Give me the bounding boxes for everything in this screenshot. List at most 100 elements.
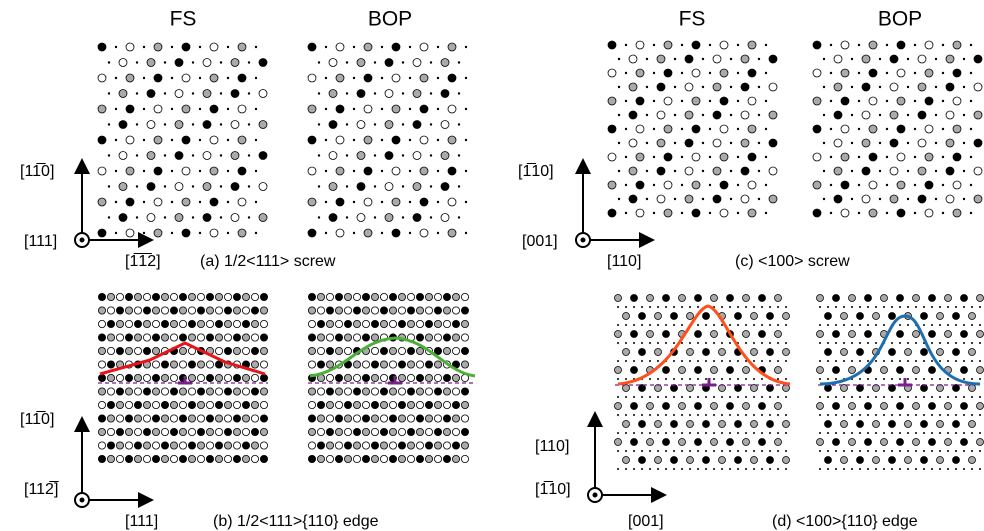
atom	[325, 77, 327, 79]
atom	[374, 216, 376, 218]
atom	[260, 307, 267, 314]
atom	[657, 396, 659, 398]
atom	[115, 46, 117, 48]
atom	[215, 428, 222, 435]
atom	[115, 201, 117, 203]
atom	[420, 198, 428, 206]
atom	[154, 167, 162, 175]
atom	[899, 378, 901, 380]
atom	[886, 212, 888, 214]
atom	[238, 43, 246, 51]
atom	[939, 396, 941, 398]
atom	[869, 41, 877, 49]
atom	[713, 360, 715, 362]
atom	[385, 214, 393, 222]
atom	[171, 170, 173, 172]
atom	[161, 320, 168, 327]
atom	[889, 313, 896, 320]
atom	[409, 46, 411, 48]
atom	[748, 153, 756, 161]
atom	[657, 306, 659, 308]
atom	[825, 313, 832, 320]
atom	[946, 111, 954, 119]
atom	[899, 396, 901, 398]
atom	[326, 401, 333, 408]
atom	[729, 432, 731, 434]
atom	[859, 396, 861, 398]
atom	[653, 156, 655, 158]
atom	[729, 324, 731, 326]
atom	[636, 125, 644, 133]
atom	[721, 306, 723, 308]
atom	[425, 455, 432, 462]
atom	[434, 361, 441, 368]
atom	[161, 293, 168, 300]
atom	[154, 198, 162, 206]
atom	[783, 421, 790, 428]
atom	[381, 139, 383, 141]
atom	[946, 167, 954, 175]
atom	[647, 403, 654, 410]
atom	[862, 167, 870, 175]
atom	[713, 83, 721, 91]
atom	[977, 439, 984, 446]
atom	[325, 108, 327, 110]
atom	[935, 58, 937, 60]
atom	[335, 307, 342, 314]
atom	[709, 44, 711, 46]
atom	[192, 154, 194, 156]
atom	[617, 396, 619, 398]
atom	[197, 293, 204, 300]
atom	[317, 428, 324, 435]
atom	[851, 360, 853, 362]
atom	[126, 198, 134, 206]
atom	[869, 125, 877, 133]
atom	[697, 360, 699, 362]
atom	[875, 432, 877, 434]
atom	[416, 307, 423, 314]
atom	[633, 432, 635, 434]
atom	[971, 414, 973, 416]
atom	[915, 432, 917, 434]
atom	[649, 468, 651, 470]
atom	[197, 334, 204, 341]
atom	[679, 439, 686, 446]
atom	[649, 360, 651, 362]
atom	[161, 442, 168, 449]
atom	[673, 342, 675, 344]
atom	[834, 195, 842, 203]
atom	[939, 468, 941, 470]
atom	[907, 378, 909, 380]
atom	[353, 170, 355, 172]
profiles	[98, 306, 980, 385]
atom	[380, 293, 387, 300]
atom	[649, 342, 651, 344]
figure: FS BOP FS BOP [11̅0] [111] [1̅1̅2] (a) 1…	[0, 0, 984, 531]
atom	[452, 415, 459, 422]
atom	[827, 414, 829, 416]
atom	[625, 396, 627, 398]
atom	[905, 349, 912, 356]
atom	[689, 432, 691, 434]
atom	[953, 313, 960, 320]
atom	[931, 450, 933, 452]
atom	[108, 185, 110, 187]
atom	[329, 59, 337, 67]
atom	[963, 324, 965, 326]
atom	[769, 450, 771, 452]
atom	[673, 396, 675, 398]
atom	[152, 361, 159, 368]
atom	[835, 324, 837, 326]
atom	[255, 77, 257, 79]
atom	[251, 361, 258, 368]
atom	[897, 367, 904, 374]
atom	[458, 154, 460, 156]
atom	[875, 324, 877, 326]
atom	[398, 307, 405, 314]
atom	[897, 209, 905, 217]
atom	[98, 455, 105, 462]
atom	[425, 307, 432, 314]
atom	[729, 378, 731, 380]
atom	[233, 334, 240, 341]
atom	[946, 139, 954, 147]
